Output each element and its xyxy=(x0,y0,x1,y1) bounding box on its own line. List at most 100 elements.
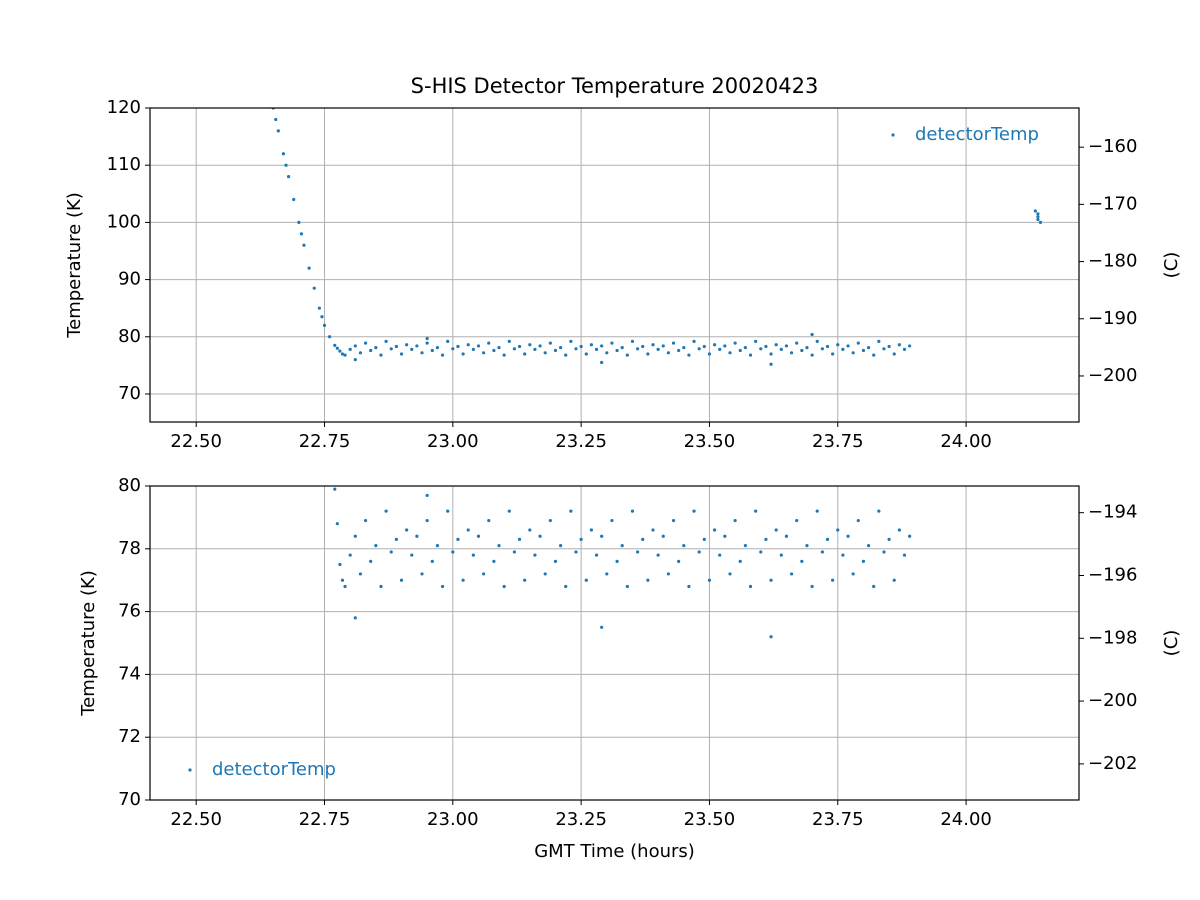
data-point xyxy=(353,534,357,538)
data-point xyxy=(276,129,280,133)
data-point xyxy=(748,584,753,589)
x-tick-label: 22.75 xyxy=(299,809,351,830)
data-point xyxy=(559,544,563,548)
data-point xyxy=(841,553,845,557)
legend-label: detectorTemp xyxy=(915,124,1039,145)
data-point xyxy=(564,353,568,357)
data-point xyxy=(754,509,758,513)
y-tick-label: 120 xyxy=(107,97,141,118)
data-point xyxy=(810,353,814,357)
data-point xyxy=(369,348,373,353)
data-point xyxy=(343,584,347,589)
data-point xyxy=(538,534,542,538)
data-point xyxy=(340,578,345,582)
data-point xyxy=(846,344,850,348)
data-point xyxy=(284,163,288,167)
data-point xyxy=(651,343,655,347)
data-point xyxy=(482,572,486,576)
data-point xyxy=(831,352,835,356)
data-point xyxy=(820,550,824,554)
data-point xyxy=(877,339,881,343)
data-point xyxy=(707,352,712,356)
data-point xyxy=(605,572,609,576)
data-point xyxy=(502,353,506,357)
x-tick-label: 23.25 xyxy=(555,809,607,830)
data-point xyxy=(877,509,881,513)
data-point xyxy=(466,528,470,532)
legend-marker xyxy=(188,768,192,772)
data-point xyxy=(887,344,891,349)
data-point xyxy=(333,487,337,491)
data-point xyxy=(610,341,614,345)
data-point xyxy=(405,343,409,347)
data-point xyxy=(795,518,799,523)
data-point xyxy=(492,559,496,563)
data-point xyxy=(410,553,414,557)
data-point xyxy=(399,352,404,356)
data-point xyxy=(430,348,434,353)
data-point xyxy=(461,352,465,356)
data-point xyxy=(738,348,742,353)
data-point xyxy=(502,584,506,589)
data-point xyxy=(682,544,686,548)
data-point xyxy=(1036,212,1040,216)
data-point xyxy=(446,509,450,513)
data-point xyxy=(831,578,835,582)
data-point xyxy=(579,344,583,349)
data-point xyxy=(482,351,486,355)
data-point xyxy=(564,584,568,589)
data-point xyxy=(861,348,866,353)
data-point xyxy=(635,550,640,554)
data-point xyxy=(425,336,429,341)
legend-label: detectorTemp xyxy=(212,759,336,780)
data-point xyxy=(517,537,522,541)
data-point xyxy=(281,152,286,156)
y2-axis-label: (C) xyxy=(1161,252,1182,279)
data-point xyxy=(692,509,696,513)
data-point xyxy=(548,341,552,345)
data-point xyxy=(512,550,517,554)
data-point xyxy=(410,347,414,351)
y2-tick-label: −160 xyxy=(1088,136,1137,157)
data-point xyxy=(687,353,691,357)
data-point xyxy=(594,347,599,351)
data-point xyxy=(353,616,357,620)
data-point xyxy=(425,518,429,523)
data-point xyxy=(815,339,819,343)
data-point xyxy=(394,344,398,349)
data-point xyxy=(415,344,419,348)
data-point xyxy=(733,518,737,523)
data-point xyxy=(456,537,460,541)
y2-tick-label: −200 xyxy=(1088,365,1137,386)
y2-tick-label: −202 xyxy=(1088,753,1137,774)
data-point xyxy=(805,544,809,548)
plot-area xyxy=(333,487,912,639)
data-point xyxy=(743,346,747,350)
data-point xyxy=(866,346,871,350)
x-tick-label: 22.50 xyxy=(170,809,222,830)
data-point xyxy=(369,559,373,563)
axes-frame xyxy=(149,107,1080,423)
data-point xyxy=(497,346,501,350)
data-point xyxy=(882,347,886,351)
data-point xyxy=(784,344,789,348)
data-point xyxy=(692,339,696,343)
data-point xyxy=(646,352,650,356)
data-point xyxy=(605,351,609,355)
y-axis-label: Temperature (K) xyxy=(64,192,85,339)
data-point xyxy=(476,344,481,348)
data-point xyxy=(420,572,424,576)
y2-tick-label: −170 xyxy=(1088,193,1137,214)
data-point xyxy=(615,348,619,353)
data-point xyxy=(795,341,799,345)
data-point xyxy=(718,553,722,557)
data-point xyxy=(320,315,324,319)
data-point xyxy=(1036,215,1040,219)
data-point xyxy=(523,352,527,356)
data-point xyxy=(851,351,855,355)
data-point xyxy=(425,341,429,345)
data-point xyxy=(656,347,660,351)
data-point xyxy=(846,534,850,538)
data-point xyxy=(789,572,794,576)
data-point xyxy=(512,347,517,351)
